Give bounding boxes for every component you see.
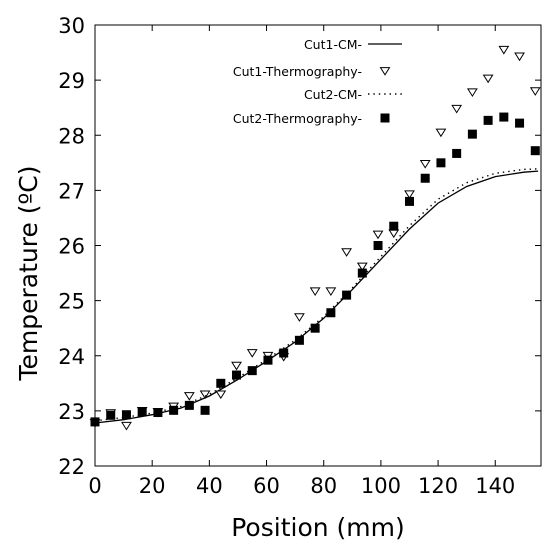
cut1-thermography-point bbox=[341, 248, 352, 257]
cut1-cm-line bbox=[94, 170, 539, 424]
series-cut2-cm bbox=[94, 168, 539, 422]
y-tick-label: 27 bbox=[58, 179, 85, 203]
cut2-thermography-point bbox=[153, 408, 163, 418]
y-tick-label: 28 bbox=[58, 124, 85, 148]
cut2-thermography-point bbox=[121, 410, 131, 420]
y-tick-label: 22 bbox=[58, 455, 85, 479]
series-cut1-thermography bbox=[89, 45, 541, 431]
cut2-cm-line bbox=[94, 168, 539, 422]
cut2-thermography-point bbox=[436, 158, 446, 168]
cut2-thermography-point bbox=[294, 335, 304, 345]
cut2-thermography-point bbox=[184, 400, 194, 410]
x-tick-label: 80 bbox=[310, 474, 337, 498]
x-tick-label: 20 bbox=[139, 474, 166, 498]
cut2-thermography-point bbox=[216, 378, 226, 388]
y-tick-label: 25 bbox=[58, 290, 85, 314]
cut1-thermography-point bbox=[435, 128, 447, 138]
cut2-thermography-point bbox=[106, 410, 116, 420]
cut1-thermography-point bbox=[529, 87, 541, 96]
series-cut2-thermography bbox=[90, 112, 540, 427]
cut2-thermography-point bbox=[263, 355, 273, 365]
y-tick-label: 26 bbox=[58, 235, 85, 259]
cut1-thermography-point bbox=[466, 88, 478, 98]
legend-label-cut2-cm: Cut2-CM- bbox=[304, 87, 362, 102]
cut1-thermography-point bbox=[215, 390, 227, 400]
series-cut1-cm bbox=[94, 170, 539, 424]
y-tick-label: 30 bbox=[58, 14, 85, 38]
cut2-thermography-point bbox=[404, 196, 414, 206]
x-tick-label: 60 bbox=[253, 474, 280, 498]
cut1-thermography-point bbox=[246, 349, 258, 358]
cut2-thermography-point bbox=[373, 241, 383, 250]
x-tick-label: 0 bbox=[88, 474, 101, 498]
cut1-thermography-point bbox=[294, 313, 305, 322]
cut2-thermography-point bbox=[357, 268, 367, 278]
cut1-thermography-point bbox=[309, 287, 321, 297]
cut1-thermography-point bbox=[183, 392, 195, 401]
legend-label-cut2-thermography: Cut2-Thermography- bbox=[233, 111, 362, 126]
cut2-thermography-point bbox=[169, 405, 179, 415]
y-tick-label: 23 bbox=[58, 400, 85, 424]
cut2-thermography-point bbox=[200, 405, 210, 415]
legend-label-cut1-thermography: Cut1-Thermography- bbox=[233, 64, 362, 79]
cut1-thermography-point bbox=[419, 160, 431, 169]
y-axis-label: Temperature (ºC) bbox=[14, 165, 43, 381]
cut2-thermography-point bbox=[499, 112, 509, 122]
y-axis-ticks: 22 23 24 25 26 27 28 29 30 bbox=[58, 14, 541, 479]
cut1-thermography-point bbox=[199, 390, 211, 400]
legend-label-cut1-cm: Cut1-CM- bbox=[304, 37, 362, 52]
legend: Cut1-CM- Cut1-Thermography- Cut2-CM- Cut2-T… bbox=[233, 37, 402, 126]
cut2-thermography-point bbox=[137, 407, 147, 417]
cut1-thermography-point bbox=[514, 52, 525, 62]
cut1-thermography-point bbox=[451, 104, 463, 114]
cut2-thermography-point bbox=[420, 173, 430, 183]
cut1-thermography-point bbox=[498, 45, 510, 55]
x-axis-label: Position (mm) bbox=[231, 513, 405, 542]
cut2-thermography-point bbox=[530, 146, 540, 156]
cut1-thermography-point bbox=[356, 262, 368, 272]
y-tick-label: 29 bbox=[58, 69, 85, 93]
legend-swatch-cut1-thermography bbox=[379, 67, 391, 76]
cut2-thermography-point bbox=[279, 348, 289, 358]
y-tick-label: 24 bbox=[58, 345, 85, 369]
x-axis-ticks: 0 20 40 60 80 100 120 140 bbox=[88, 25, 515, 498]
x-tick-label: 140 bbox=[475, 474, 515, 498]
cut2-thermography-point bbox=[389, 221, 399, 231]
cut1-thermography-point bbox=[121, 421, 132, 431]
cut2-thermography-point bbox=[483, 115, 493, 125]
cut2-thermography-point bbox=[452, 148, 462, 158]
legend-swatch-cut2-thermography bbox=[380, 113, 390, 123]
cut2-thermography-point bbox=[467, 129, 477, 139]
cut2-thermography-point bbox=[90, 417, 100, 427]
cut1-thermography-point bbox=[372, 230, 384, 240]
x-tick-label: 40 bbox=[196, 474, 223, 498]
cut1-thermography-point bbox=[388, 229, 400, 239]
cut1-thermography-point bbox=[325, 287, 337, 297]
cut2-thermography-point bbox=[326, 308, 336, 318]
cut2-thermography-point bbox=[342, 290, 352, 300]
cut2-thermography-point bbox=[232, 370, 242, 380]
cut1-thermography-point bbox=[231, 361, 242, 371]
cut2-thermography-point bbox=[310, 323, 320, 333]
cut2-thermography-point bbox=[515, 118, 525, 128]
cut1-thermography-point bbox=[404, 190, 415, 200]
cut2-thermography-point bbox=[247, 366, 257, 376]
x-tick-label: 100 bbox=[361, 474, 401, 498]
cut1-thermography-point bbox=[482, 74, 494, 84]
x-tick-label: 120 bbox=[418, 474, 458, 498]
series-layer bbox=[89, 45, 541, 431]
